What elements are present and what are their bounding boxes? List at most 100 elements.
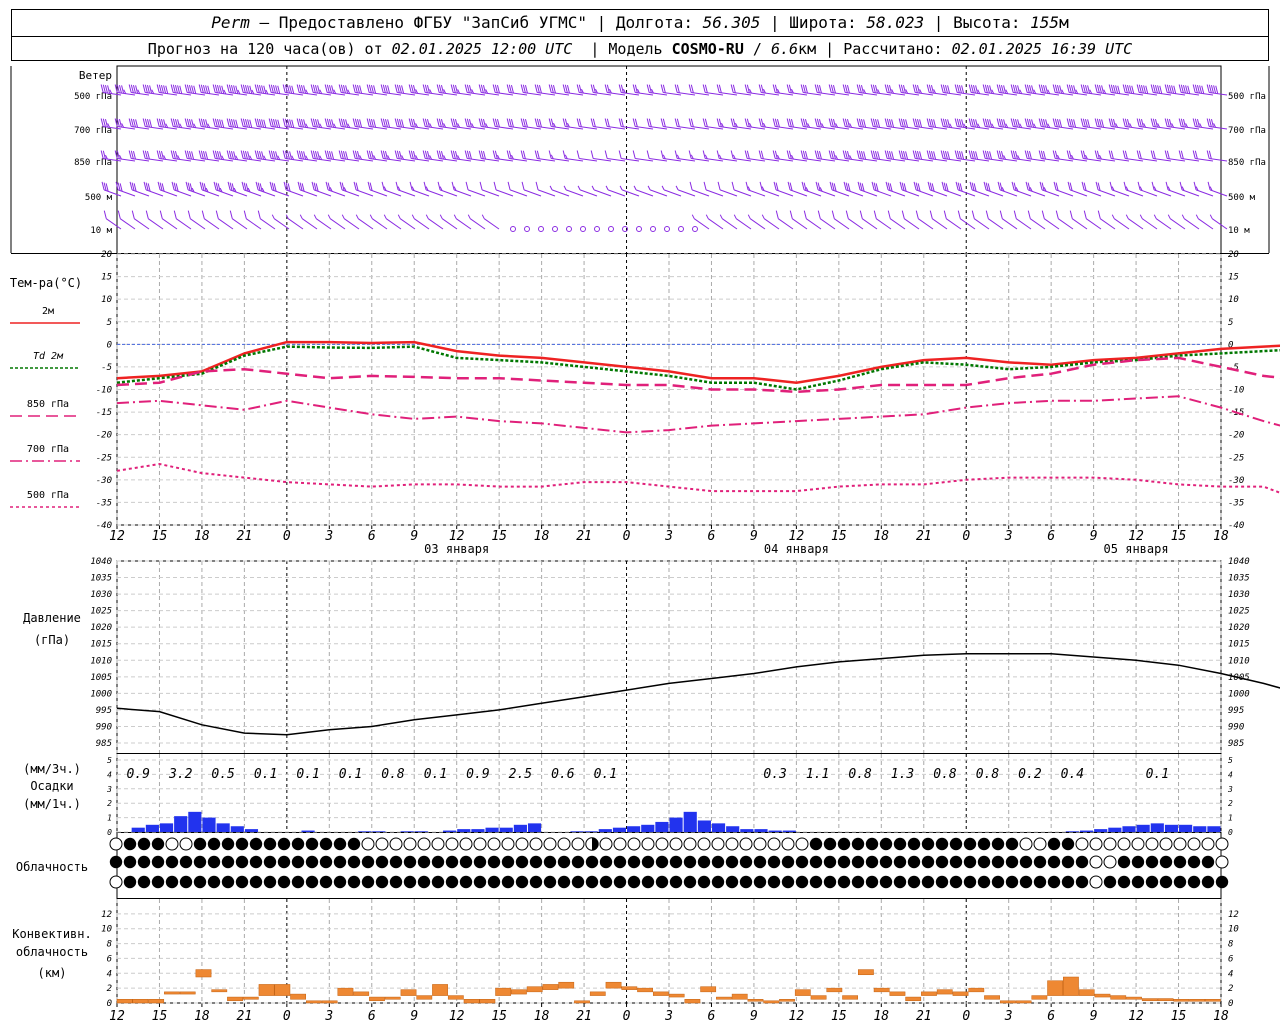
- wind-barb-feather: [317, 119, 321, 128]
- wind-barb-feather: [265, 89, 269, 95]
- cloud-cover-symbol: [1089, 875, 1103, 889]
- wind-barb-feather: [268, 150, 272, 159]
- wind-calm-mark: [636, 226, 642, 232]
- wind-barb-feather: [919, 89, 923, 94]
- wind-barb-feather: [899, 181, 903, 190]
- wind-barb: [478, 118, 500, 130]
- wind-barb-feather: [1052, 118, 1056, 127]
- wind-barb-feather: [889, 183, 893, 192]
- wind-barb-staff: [1001, 218, 1018, 230]
- wind-barb-feather: [478, 150, 482, 159]
- wind-barb-feather: [633, 185, 637, 191]
- cloud-cover-symbol: [711, 875, 725, 889]
- wind-barb-feather: [482, 118, 486, 128]
- wind-barb: [674, 118, 696, 130]
- wind-barb-feather: [170, 118, 174, 127]
- wind-barb: [730, 150, 752, 162]
- wind-barb-staff: [327, 189, 346, 197]
- wind-barb-staff: [705, 189, 724, 197]
- wind-barb-feather: [1025, 181, 1029, 190]
- wind-barb-feather: [1012, 150, 1016, 159]
- wind-barb: [562, 150, 584, 162]
- model-res-unit: км: [798, 40, 817, 58]
- wind-barb-feather: [973, 183, 977, 192]
- wind-barb-feather: [1070, 84, 1074, 94]
- x-tick-label-bottom: 15: [1171, 1009, 1187, 1024]
- wind-barb-feather: [773, 181, 777, 190]
- wind-barb: [521, 181, 542, 197]
- cloud-cover-symbol: [137, 855, 151, 869]
- x-tick-label-temp: 21: [576, 529, 592, 544]
- wind-barb-feather: [915, 210, 919, 219]
- wind-barb-feather: [343, 187, 347, 192]
- wind-barb: [100, 118, 122, 130]
- wind-barb-feather: [255, 181, 259, 190]
- wind-barb-feather: [1080, 118, 1084, 127]
- pressure-ytick-right: 1000: [1228, 689, 1250, 699]
- wind-barb: [436, 84, 458, 96]
- wind-barb-feather: [1000, 150, 1004, 160]
- wind-barb: [534, 118, 556, 130]
- wind-barb: [1066, 150, 1088, 162]
- wind-barb-feather: [173, 210, 177, 219]
- wind-barb-staff: [439, 189, 458, 197]
- wind-barb-feather: [114, 84, 118, 93]
- x-tick-label-bottom: 12: [449, 1009, 465, 1024]
- wind-barb-staff: [663, 91, 682, 96]
- cloud-cover-symbol: [921, 837, 935, 851]
- wind-barb-feather: [954, 118, 958, 127]
- wind-barb-feather: [175, 183, 179, 192]
- cloud-cover-symbol: [1117, 837, 1131, 851]
- cloud-cover-symbol: [347, 837, 361, 851]
- wind-barb-feather: [508, 84, 512, 93]
- wind-barb-staff: [495, 91, 514, 96]
- cloud-cover-symbol: [851, 875, 865, 889]
- wind-barb-feather: [438, 118, 442, 127]
- wind-barb-staff: [1167, 91, 1186, 96]
- wind-barb-feather: [1040, 150, 1044, 159]
- cloud-cover-symbol: [1117, 855, 1131, 869]
- wind-barb-staff: [903, 218, 920, 230]
- wind-barb-feather: [986, 118, 990, 128]
- precip-ytick-right: 2: [1228, 799, 1233, 808]
- wind-barb-feather: [1195, 214, 1199, 219]
- wind-barb: [212, 118, 234, 130]
- temp-ytick-right: 0: [1228, 340, 1233, 350]
- cloud-cover-symbol: [1019, 855, 1033, 869]
- wind-barb-feather: [803, 182, 807, 191]
- wind-barb-feather: [310, 118, 314, 127]
- cloud-cover-symbol: [557, 837, 571, 851]
- wind-barb: [719, 214, 738, 230]
- cloud-cover-symbol: [151, 837, 165, 851]
- wind-barb: [941, 181, 962, 197]
- wind-barb-feather: [536, 84, 540, 93]
- wind-barb-feather: [163, 119, 167, 128]
- wind-barb-feather: [835, 155, 839, 160]
- conv-ytick-right: 10: [1228, 925, 1239, 935]
- wind-barb: [254, 150, 276, 162]
- cloud-cover-symbol: [1145, 855, 1159, 869]
- wind-barb-feather: [454, 84, 458, 94]
- wind-barb-staff: [635, 91, 654, 96]
- wind-barb-feather: [100, 118, 104, 127]
- wind-barb-staff: [607, 189, 626, 197]
- wind-barb-feather: [745, 181, 749, 190]
- wind-barb-staff: [117, 157, 136, 162]
- wind-barb-feather: [1042, 150, 1046, 160]
- cloud-cover-symbol: [1201, 875, 1215, 889]
- wind-barb-feather: [104, 84, 108, 94]
- wind-barb-feather: [891, 89, 895, 94]
- wind-barb-feather: [912, 150, 916, 159]
- wind-barb-staff: [243, 157, 262, 162]
- cloud-cover-symbol: [753, 855, 767, 869]
- wind-barb-feather: [790, 118, 794, 128]
- wind-barb: [548, 84, 570, 96]
- wind-barb-feather: [270, 84, 274, 93]
- wind-barb-feather: [873, 182, 877, 191]
- wind-barb-staff: [621, 91, 640, 96]
- wind-barb-feather: [1080, 150, 1084, 159]
- wind-barb-staff: [257, 189, 276, 197]
- wind-barb-feather: [161, 183, 165, 192]
- wind-barb: [411, 214, 430, 230]
